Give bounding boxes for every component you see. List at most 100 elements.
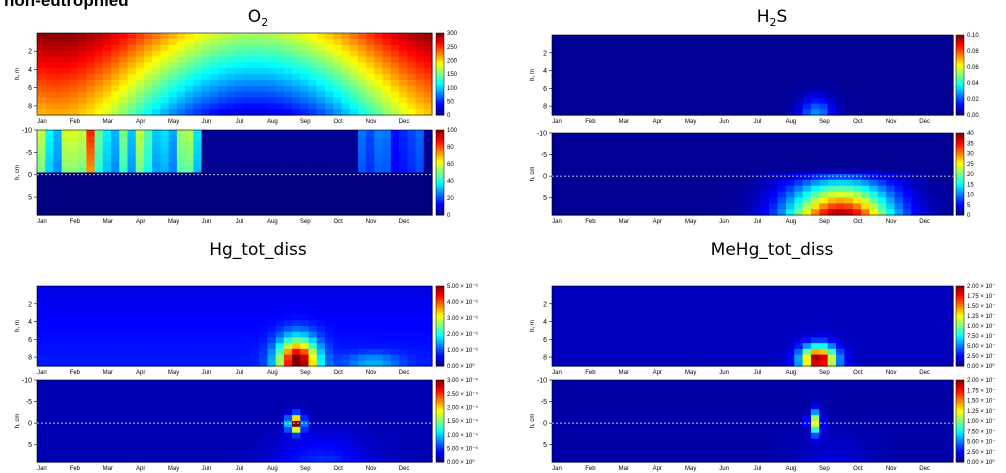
heat-cell — [160, 136, 170, 143]
heat-cell — [111, 97, 120, 104]
heat-cell — [333, 50, 343, 58]
heat-cell — [45, 38, 55, 46]
x-tick-label: Aug — [267, 119, 278, 125]
heat-cell — [234, 391, 244, 399]
heat-cell — [407, 130, 417, 137]
heat-cell — [119, 68, 129, 75]
heat-cell — [242, 343, 252, 350]
heat-cell — [390, 456, 400, 463]
heat-cell — [250, 444, 260, 451]
y-tick-label: 4 — [543, 68, 547, 75]
heat-cell — [242, 331, 252, 339]
heat-cell — [577, 179, 587, 187]
heat-cell — [308, 154, 318, 161]
heat-cell — [275, 44, 285, 52]
heat-cell — [777, 337, 787, 344]
heat-cell — [819, 133, 829, 140]
heat-cell — [94, 130, 104, 137]
heat-cell — [325, 343, 334, 350]
heat-cell — [226, 450, 236, 457]
colorbar-segment — [436, 298, 444, 301]
heat-cell — [185, 91, 194, 99]
heat-cell — [193, 190, 203, 198]
heat-cell — [349, 360, 359, 367]
heat-cell — [810, 103, 820, 110]
heat-cell — [143, 166, 153, 174]
heat-cell — [102, 391, 112, 399]
heat-cell — [735, 303, 745, 310]
heat-cell — [927, 109, 937, 116]
heat-cell — [407, 397, 417, 405]
heat-cell — [415, 62, 425, 69]
heat-cell — [111, 190, 120, 198]
heat-cell — [283, 426, 293, 434]
colorbar-segment — [436, 96, 444, 100]
heat-cell — [702, 286, 712, 293]
heat-cell — [316, 148, 326, 155]
heat-cell — [390, 397, 400, 405]
heat-cell — [300, 178, 310, 186]
heat-cell — [53, 154, 63, 161]
heat-cell — [844, 197, 854, 204]
heat-cell — [333, 142, 343, 149]
heat-cell — [685, 209, 695, 216]
heat-cell — [685, 174, 695, 181]
heat-cell — [259, 190, 269, 198]
colorbar-tick-label: 15 — [967, 182, 974, 188]
heat-cell — [275, 286, 285, 293]
heat-cell — [760, 286, 770, 293]
heat-cell — [752, 348, 762, 356]
heat-cell — [152, 190, 162, 198]
heat-cell — [652, 40, 662, 48]
heat-cell — [668, 337, 678, 344]
heat-cell — [259, 166, 269, 174]
heat-cell — [836, 40, 845, 48]
heat-cell — [760, 69, 770, 76]
heat-cell — [53, 331, 63, 339]
heat-cell — [668, 209, 678, 216]
colorbar-tick-label: 0.00 × 10⁰ — [447, 363, 475, 370]
heat-cell — [735, 343, 745, 350]
heat-cell — [201, 178, 211, 186]
heat-cell — [719, 303, 729, 310]
heat-cell — [143, 432, 153, 440]
heat-cell — [927, 174, 937, 181]
heat-cell — [769, 185, 779, 193]
heat-cell — [777, 156, 787, 163]
heat-cell — [283, 303, 293, 310]
heat-cell — [560, 35, 570, 42]
heat-cell — [37, 432, 46, 440]
heat-cell — [794, 80, 804, 88]
heat-cell — [390, 385, 400, 393]
heat-cell — [152, 456, 162, 463]
heat-cell — [37, 50, 46, 58]
heat-cell — [308, 56, 318, 63]
colorbar-segment — [436, 191, 444, 195]
heat-cell — [374, 308, 384, 316]
heat-cell — [349, 320, 359, 327]
heat-cell — [852, 80, 862, 88]
heat-cell — [852, 360, 862, 367]
heat-cell — [423, 148, 433, 155]
heat-cell — [78, 450, 87, 457]
heat-cell — [349, 208, 359, 216]
heat-cell — [111, 450, 120, 457]
heat-cell — [316, 337, 326, 344]
heat-cell — [744, 314, 754, 321]
heat-cell — [111, 148, 120, 155]
heat-cell — [577, 203, 587, 210]
heat-cell — [374, 426, 384, 434]
heat-cell — [719, 46, 729, 53]
heat-cell — [585, 354, 595, 361]
heat-cell — [719, 168, 729, 175]
heat-cell — [250, 360, 260, 367]
heat-cell — [111, 303, 120, 310]
x-tick-label: Oct — [334, 466, 344, 472]
heat-cell — [193, 44, 203, 52]
heat-cell — [300, 354, 310, 361]
heat-cell — [250, 421, 260, 428]
heat-cell — [802, 138, 812, 146]
heat-cell — [719, 103, 729, 110]
heat-cell — [242, 308, 252, 316]
heat-cell — [710, 203, 720, 210]
